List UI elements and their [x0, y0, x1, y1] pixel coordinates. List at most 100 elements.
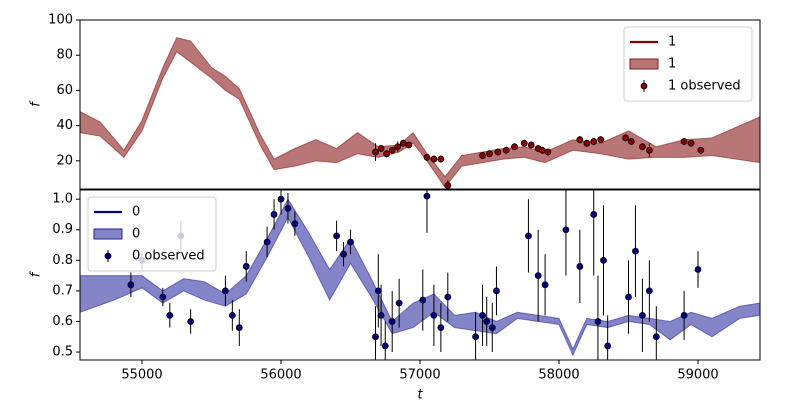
observed-point — [680, 138, 688, 145]
y-tick-label: 60 — [56, 83, 73, 98]
y-axis-label: f — [29, 270, 44, 277]
observed-point — [576, 136, 584, 144]
y-tick-label: 80 — [56, 48, 73, 63]
y-tick-label: 0.6 — [52, 314, 73, 329]
observed-point — [377, 145, 385, 152]
y-tick-label: 1.0 — [52, 192, 73, 207]
x-tick-label: 58000 — [538, 368, 579, 383]
observed-point — [600, 256, 607, 264]
observed-point — [483, 318, 491, 325]
legend-marker — [640, 82, 648, 90]
observed-point — [627, 138, 635, 145]
x-axis-label: t — [417, 388, 423, 401]
observed-point — [502, 146, 510, 154]
legend-patch — [629, 58, 659, 70]
observed-point — [534, 272, 542, 280]
observed-point — [377, 311, 385, 319]
legend-marker — [104, 252, 112, 260]
legend-patch — [93, 228, 123, 240]
observed-point — [284, 204, 292, 212]
observed-point — [594, 318, 602, 325]
observed-point — [541, 281, 549, 289]
observed-point — [333, 232, 340, 240]
x-tick-label: 57000 — [399, 368, 440, 383]
legend-label: 0 — [132, 227, 140, 242]
observed-point — [242, 263, 250, 270]
observed-point — [444, 293, 452, 301]
observed-point — [645, 146, 653, 154]
y-tick-label: 0.8 — [52, 253, 73, 268]
observed-point — [235, 324, 243, 331]
y-tick-label: 20 — [56, 153, 73, 168]
observed-point — [127, 281, 135, 289]
observed-point — [430, 311, 438, 319]
observed-point — [444, 182, 452, 189]
observed-point — [395, 299, 403, 307]
legend-label: 0 — [132, 205, 140, 220]
legend: 0 0 0 observed — [87, 196, 217, 272]
observed-point — [437, 324, 445, 331]
observed-point — [394, 143, 402, 151]
plot-area — [80, 190, 760, 360]
observed-point — [263, 238, 271, 246]
observed-point — [622, 134, 630, 142]
observed-point — [479, 311, 486, 319]
observed-point — [159, 293, 167, 301]
observed-point — [166, 311, 174, 319]
observed-point — [639, 143, 646, 151]
observed-point — [430, 155, 438, 163]
observed-point — [423, 192, 431, 200]
observed-point — [544, 148, 552, 156]
observed-point — [597, 136, 605, 144]
axes-frame — [79, 19, 761, 190]
observed-point — [347, 238, 354, 246]
y-tick-label: 0.7 — [52, 283, 73, 298]
observed-point — [632, 247, 639, 255]
observed-point — [680, 311, 688, 319]
observed-point — [511, 143, 518, 151]
observed-point — [694, 266, 702, 273]
observed-point — [486, 150, 493, 158]
observed-point — [652, 333, 660, 341]
observed-point — [383, 150, 391, 158]
observed-point — [590, 138, 598, 145]
observed-point — [221, 287, 229, 295]
uncertainty-band — [80, 37, 760, 189]
observed-point — [697, 146, 705, 154]
observed-point — [527, 141, 535, 149]
observed-point — [488, 324, 496, 331]
observed-point — [590, 211, 598, 218]
observed-point — [494, 148, 502, 156]
observed-point — [374, 287, 382, 295]
observed-point — [388, 318, 396, 325]
legend: 1 1 1 observed — [623, 26, 753, 102]
observed-point — [639, 311, 646, 319]
observed-point — [538, 146, 546, 154]
observed-point — [372, 148, 379, 156]
x-tick-label: 56000 — [260, 368, 301, 383]
y-tick-label: 0.9 — [52, 222, 73, 237]
observed-point — [340, 250, 347, 258]
observed-point — [562, 226, 570, 234]
observed-point — [604, 342, 612, 350]
uncertainty-band — [80, 198, 760, 357]
y-tick-label: 0.5 — [52, 345, 73, 360]
observed-point — [576, 263, 584, 270]
observed-point — [388, 146, 396, 154]
observed-point — [372, 333, 379, 341]
y-tick-label: 40 — [56, 118, 73, 133]
observed-point — [419, 296, 427, 304]
observed-point — [493, 287, 500, 295]
legend-frame — [623, 26, 753, 102]
observed-point — [645, 287, 653, 295]
legend-label: 0 observed — [132, 249, 205, 264]
observed-point — [405, 141, 413, 149]
observed-point — [277, 195, 285, 203]
observed-point — [525, 232, 532, 240]
legend-label: 1 — [668, 35, 676, 50]
plot-area — [80, 37, 760, 189]
observed-point — [399, 139, 407, 147]
observed-point — [291, 220, 299, 228]
y-tick-label: 100 — [48, 13, 73, 28]
